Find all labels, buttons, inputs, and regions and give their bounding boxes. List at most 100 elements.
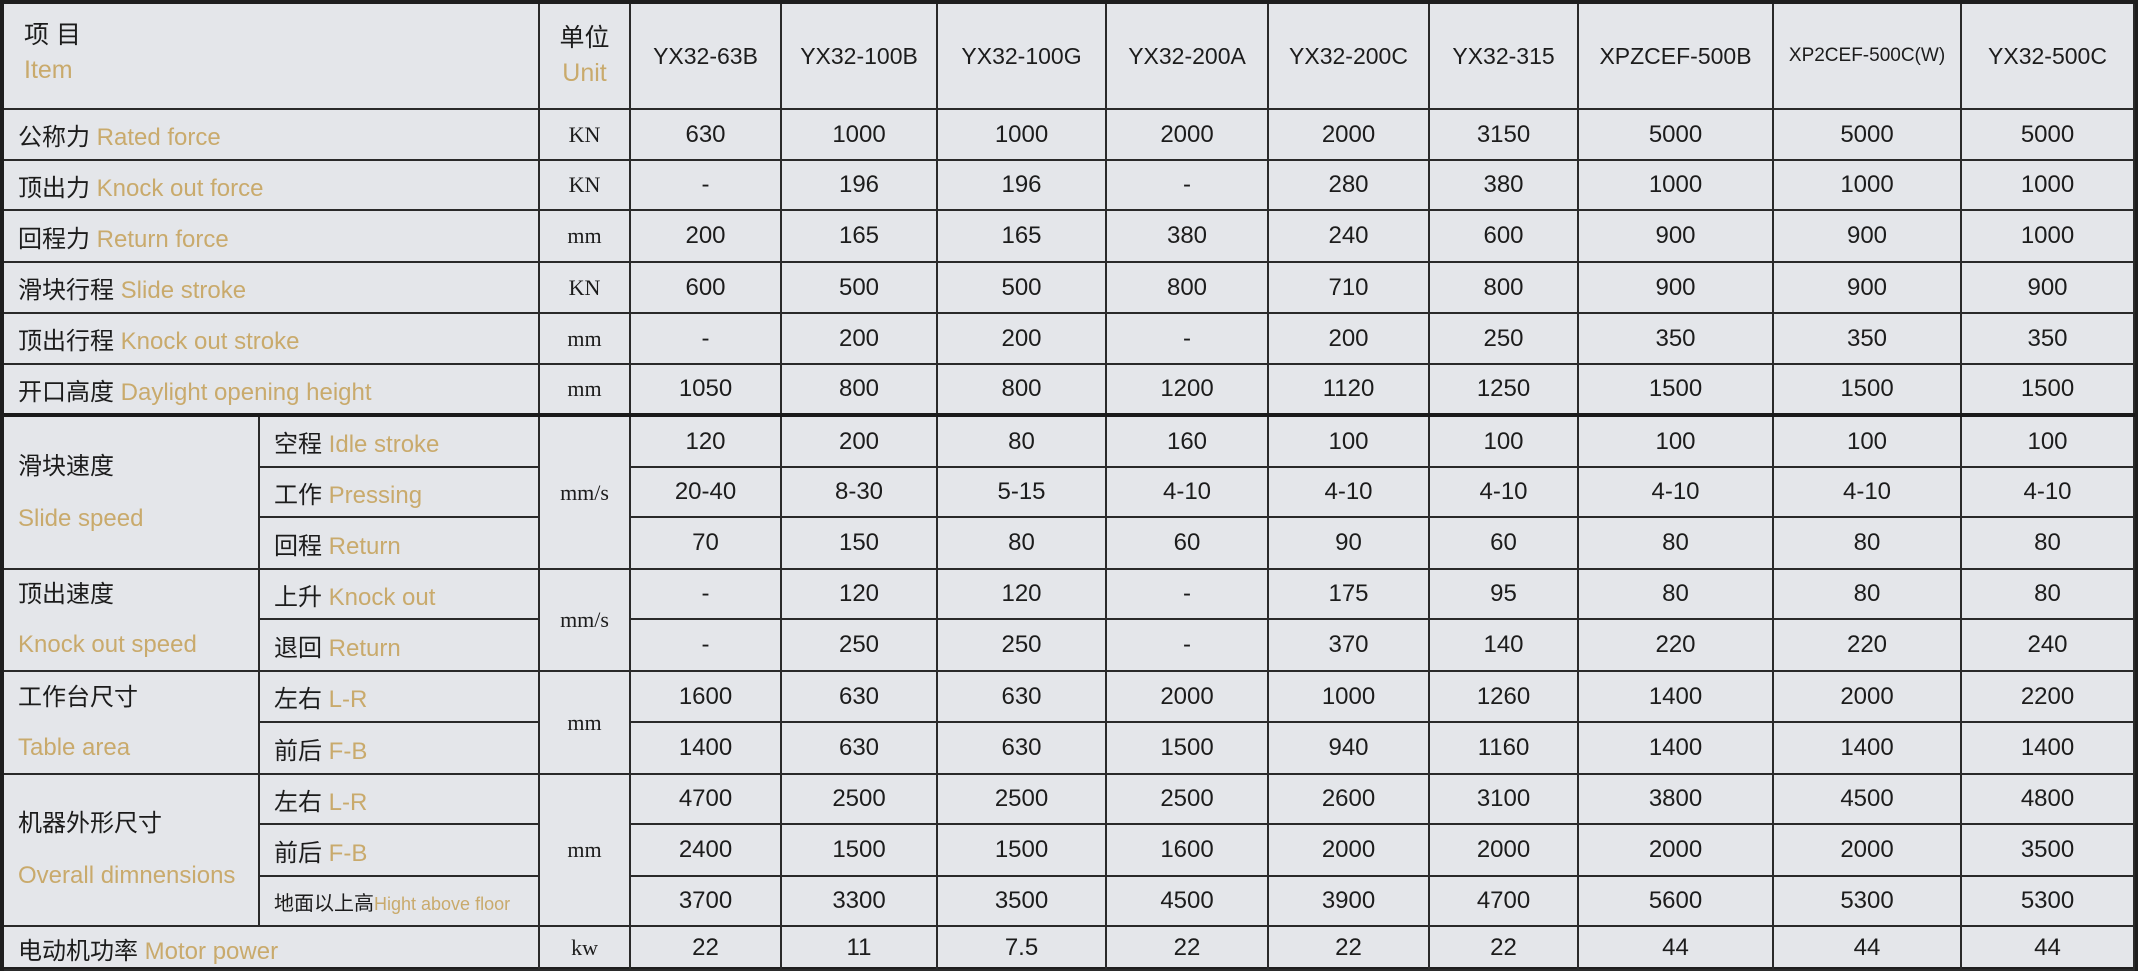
sub-label: 上升 Knock out: [257, 568, 541, 620]
value-cell: 630: [936, 721, 1108, 775]
group-label: 机器外形尺寸 Overall dimnensions: [4, 773, 260, 927]
group-label-cn: 顶出速度: [18, 581, 114, 608]
group-label: 工作台尺寸 Table area: [4, 670, 260, 775]
group-label-cn: 机器外形尺寸: [18, 810, 162, 837]
row-label-cn: 电动机功率: [18, 937, 138, 965]
value-cell: 1000: [780, 108, 939, 161]
group-label: 滑块速度 Slide speed: [4, 413, 260, 570]
value-cell: 600: [1428, 209, 1580, 263]
sub-label: 前后 F-B: [259, 823, 541, 877]
value-cell: 80: [1960, 516, 2136, 570]
value-cell: 80: [1772, 516, 1963, 570]
row-label-en: Motor power: [144, 937, 279, 965]
value-cell: 20-40: [629, 466, 783, 518]
value-cell: 2400: [629, 823, 783, 877]
value-cell: 250: [780, 618, 939, 672]
value-cell: 200: [936, 312, 1108, 365]
group-label-cn: 工作台尺寸: [18, 683, 138, 711]
sub-label: 左右 L-R: [257, 773, 541, 825]
value-cell: 160: [1105, 413, 1270, 468]
sub-label: 空程 Idle stroke: [257, 413, 541, 468]
table-row: 前后 F-B 2400 1500 1500 1600 2000 2000 2000 2000 35…: [4, 823, 2136, 877]
value-cell: 630: [780, 670, 939, 723]
value-cell: 1050: [629, 363, 783, 416]
value-cell: 1200: [1105, 363, 1270, 416]
value-cell: 44: [1772, 925, 1963, 971]
unit-cell: mm/s: [538, 413, 632, 570]
value-cell: 2000: [1105, 670, 1270, 723]
row-label: 电动机功率 Motor power: [4, 925, 541, 971]
value-cell: 22: [1105, 925, 1270, 971]
value-cell: 100: [1772, 413, 1963, 468]
row-label-en: Knock out stroke: [120, 328, 300, 355]
sub-label-cn: 前后: [274, 737, 322, 765]
table-row: 工作 Pressing 20-40 8-30 5-15 4-10 4-10 4-10 4-10…: [4, 466, 2136, 518]
value-cell: 4800: [1960, 773, 2136, 825]
table-row: 地面以上高Hight above floor 3700 3300 3500 4500 39…: [4, 875, 2136, 927]
value-cell: 900: [1577, 261, 1775, 314]
row-label-en: Slide stroke: [120, 277, 247, 304]
sub-label-cn: 空程: [274, 431, 322, 458]
value-cell: 44: [1960, 925, 2136, 971]
sub-label: 前后 F-B: [259, 721, 541, 775]
value-cell: 900: [1577, 209, 1775, 263]
value-cell: -: [1105, 159, 1270, 211]
group-label-en: Overall dimnensions: [18, 862, 236, 889]
value-cell: 1000: [936, 108, 1108, 161]
value-cell: 500: [936, 261, 1108, 314]
sub-label: 工作 Pressing: [259, 466, 541, 518]
model-header: YX32-200C: [1267, 4, 1431, 110]
value-cell: 800: [1428, 261, 1580, 314]
value-cell: 3800: [1577, 773, 1775, 825]
group-label: 顶出速度 Knock out speed: [4, 568, 260, 672]
unit-cell: KN: [538, 108, 632, 161]
value-cell: 4-10: [1577, 466, 1775, 518]
value-cell: -: [629, 568, 783, 620]
value-cell: 4-10: [1428, 466, 1580, 518]
value-cell: 196: [780, 159, 939, 211]
value-cell: 100: [1267, 413, 1431, 468]
header-unit-en: Unit: [562, 59, 607, 87]
table-row: 开口高度 Daylight opening height mm 1050 800 800…: [4, 363, 2136, 416]
value-cell: 60: [1428, 516, 1580, 570]
value-cell: 1160: [1428, 721, 1580, 775]
value-cell: 120: [629, 413, 783, 468]
value-cell: 196: [936, 159, 1108, 211]
unit-cell: mm: [538, 363, 632, 416]
value-cell: 630: [629, 108, 783, 161]
value-cell: 1000: [1577, 159, 1775, 211]
sub-label-cn: 地面以上高: [274, 892, 374, 915]
value-cell: 70: [629, 516, 783, 570]
table-row: 滑块速度 Slide speed 空程 Idle stroke mm/s 120 200 8…: [4, 413, 2136, 570]
header-row: 项 目 Item 单位 Unit YX32-63B YX32-100B YX32-1…: [4, 4, 2136, 110]
value-cell: 940: [1267, 721, 1431, 775]
value-cell: 3500: [936, 875, 1108, 927]
sub-label-en: L-R: [328, 686, 368, 713]
sub-label: 左右 L-R: [257, 670, 541, 723]
value-cell: 5600: [1577, 875, 1775, 927]
value-cell: 4700: [629, 773, 783, 825]
value-cell: 5-15: [936, 466, 1108, 518]
value-cell: 2500: [1105, 773, 1270, 825]
sub-label-en: Pressing: [328, 481, 423, 509]
value-cell: 200: [780, 413, 939, 468]
value-cell: 2000: [1267, 108, 1431, 161]
value-cell: 630: [780, 721, 939, 775]
value-cell: 3700: [629, 875, 783, 927]
value-cell: 100: [1577, 413, 1775, 468]
value-cell: 100: [1428, 413, 1580, 468]
sub-label-en: Return: [328, 532, 401, 560]
value-cell: 22: [1267, 925, 1431, 971]
value-cell: 44: [1577, 925, 1775, 971]
value-cell: 1600: [1105, 823, 1270, 877]
table-row: 回程力 Return force mm 200 165 165 380 240 600 900 9…: [4, 209, 2136, 263]
sub-label-cn: 左右: [274, 788, 322, 816]
value-cell: 1250: [1428, 363, 1580, 416]
unit-cell: mm: [538, 209, 632, 263]
row-label: 开口高度 Daylight opening height: [4, 363, 541, 416]
value-cell: 350: [1960, 312, 2136, 365]
value-cell: -: [1105, 568, 1270, 620]
value-cell: 4-10: [1267, 466, 1431, 518]
value-cell: 1500: [1960, 363, 2136, 416]
row-label: 滑块行程 Slide stroke: [4, 261, 541, 314]
